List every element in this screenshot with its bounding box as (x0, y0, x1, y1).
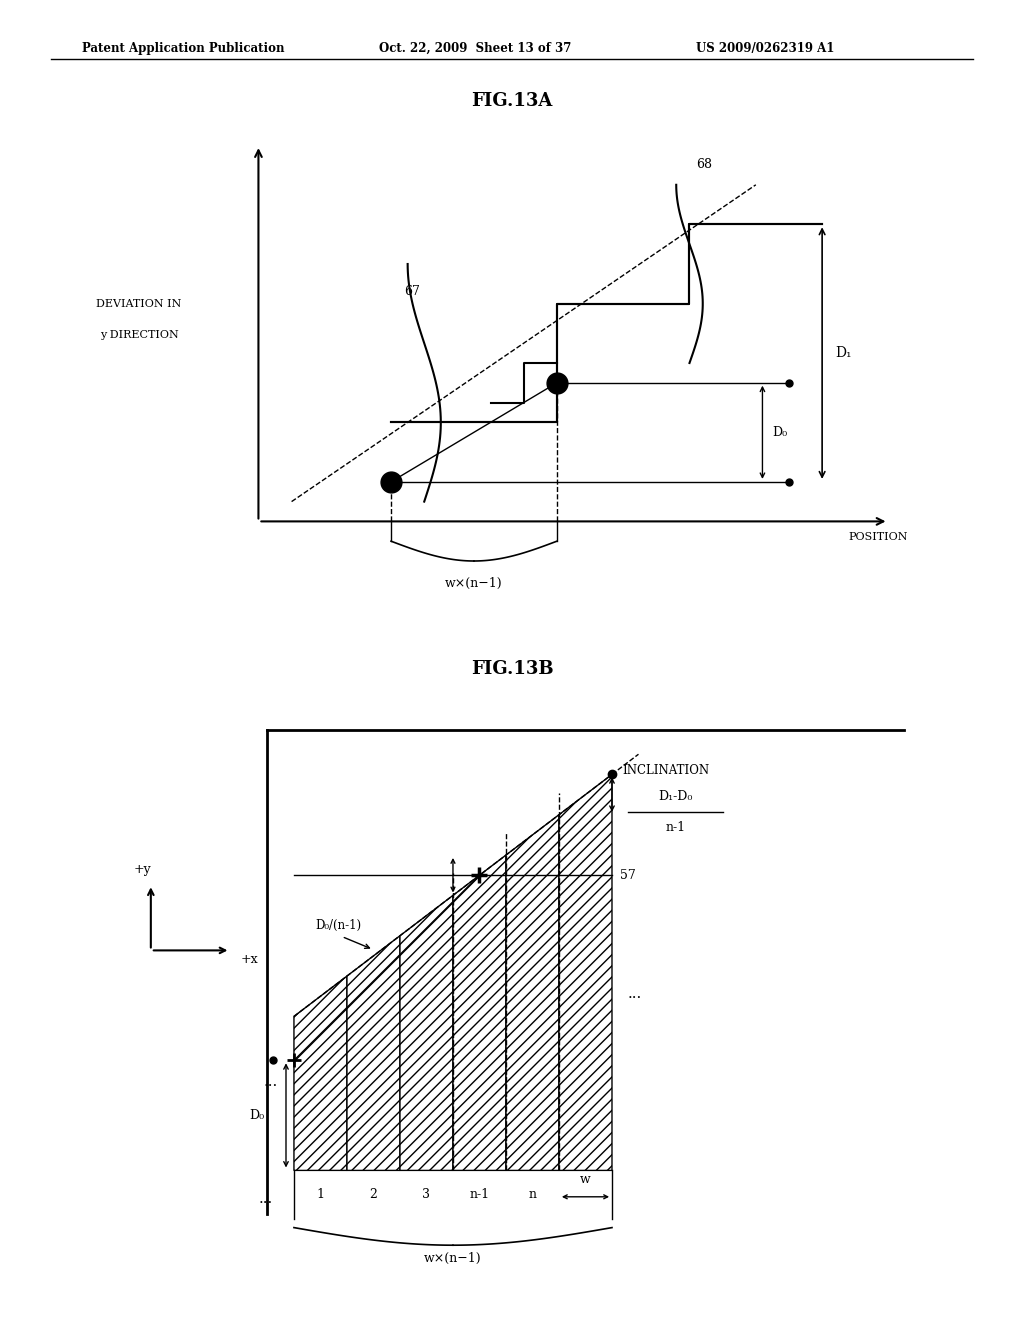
Polygon shape (347, 936, 400, 1171)
Text: Oct. 22, 2009  Sheet 13 of 37: Oct. 22, 2009 Sheet 13 of 37 (379, 42, 571, 55)
Text: +x: +x (241, 953, 259, 966)
Polygon shape (400, 895, 453, 1171)
Text: 3: 3 (423, 1188, 430, 1201)
Text: FIG.13A: FIG.13A (471, 92, 553, 111)
Text: ...: ... (628, 987, 642, 1002)
Text: ...: ... (264, 1076, 279, 1089)
Text: 1: 1 (316, 1188, 325, 1201)
Text: n: n (528, 1188, 537, 1201)
Text: US 2009/0262319 A1: US 2009/0262319 A1 (696, 42, 835, 55)
Text: INCLINATION: INCLINATION (623, 763, 710, 776)
Text: 68: 68 (696, 158, 712, 172)
Text: w×(n−1): w×(n−1) (424, 1251, 481, 1265)
Text: D₀: D₀ (772, 426, 787, 438)
Text: D₁-D₀: D₁-D₀ (658, 789, 693, 803)
Text: FIG.13B: FIG.13B (471, 660, 553, 678)
Polygon shape (559, 775, 612, 1171)
Polygon shape (506, 814, 559, 1171)
Text: y DIRECTION: y DIRECTION (99, 330, 178, 341)
Text: 2: 2 (370, 1188, 378, 1201)
Text: +y: +y (134, 862, 152, 875)
Text: Patent Application Publication: Patent Application Publication (82, 42, 285, 55)
Text: 57: 57 (620, 869, 636, 882)
Polygon shape (453, 855, 506, 1171)
Text: POSITION: POSITION (849, 532, 908, 543)
Text: D₀: D₀ (249, 1109, 264, 1122)
Text: ...: ... (258, 1192, 272, 1206)
Text: D₀/(n-1): D₀/(n-1) (315, 919, 361, 932)
Text: n-1: n-1 (469, 1188, 489, 1201)
Text: D₁: D₁ (836, 346, 852, 360)
Text: w: w (581, 1172, 591, 1185)
Text: n-1: n-1 (666, 821, 686, 834)
Text: w×(n−1): w×(n−1) (445, 577, 503, 590)
Text: 67: 67 (404, 285, 420, 298)
Text: DEVIATION IN: DEVIATION IN (96, 298, 181, 309)
Polygon shape (294, 975, 347, 1171)
